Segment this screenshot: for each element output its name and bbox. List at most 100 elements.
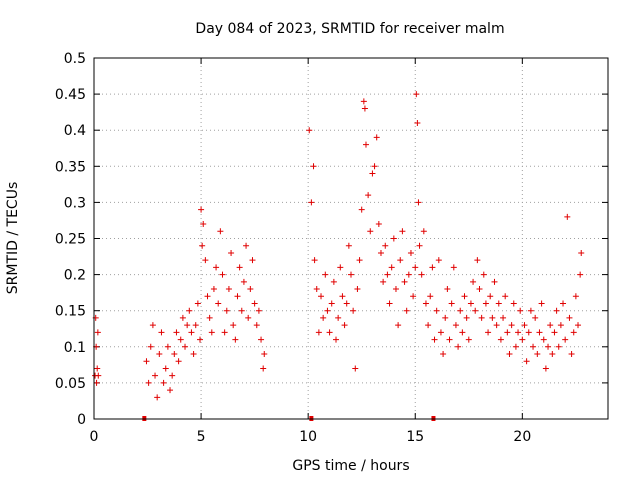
data-point xyxy=(564,213,571,220)
data-point xyxy=(152,372,159,379)
data-point xyxy=(455,343,462,350)
data-point xyxy=(333,336,340,343)
data-point xyxy=(234,293,241,300)
data-point xyxy=(251,300,258,307)
data-point xyxy=(143,358,150,365)
data-point xyxy=(253,322,260,329)
data-point xyxy=(310,163,317,170)
data-point xyxy=(362,141,369,148)
data-point xyxy=(93,379,100,386)
data-point xyxy=(390,235,397,242)
data-point xyxy=(448,300,455,307)
data-point xyxy=(493,322,500,329)
data-point xyxy=(343,300,350,307)
data-point xyxy=(306,127,313,134)
data-point xyxy=(190,351,197,358)
data-point xyxy=(175,358,182,365)
data-point xyxy=(545,343,552,350)
data-point xyxy=(506,351,513,358)
data-point xyxy=(247,286,254,293)
data-point xyxy=(412,264,419,271)
data-point xyxy=(238,307,245,314)
data-point xyxy=(240,278,247,285)
data-point xyxy=(324,307,331,314)
data-point xyxy=(169,372,176,379)
data-point xyxy=(478,314,485,321)
data-point xyxy=(223,307,230,314)
data-point xyxy=(551,329,558,336)
data-point xyxy=(158,329,165,336)
data-point xyxy=(162,365,169,372)
data-point xyxy=(562,336,569,343)
chart-title: Day 084 of 2023, SRMTID for receiver mal… xyxy=(195,21,504,37)
data-point xyxy=(407,249,414,256)
y-tick-label: 0.4 xyxy=(64,123,86,139)
data-point xyxy=(414,119,421,126)
data-point xyxy=(527,307,534,314)
data-point xyxy=(199,242,206,249)
x-tick-label: 20 xyxy=(513,429,531,445)
data-point xyxy=(491,278,498,285)
data-point xyxy=(94,329,101,336)
data-point xyxy=(485,329,492,336)
data-point xyxy=(147,343,154,350)
data-point xyxy=(350,307,357,314)
data-point xyxy=(386,300,393,307)
data-point xyxy=(365,192,372,199)
y-tick-label: 0.3 xyxy=(64,195,86,211)
data-point xyxy=(198,206,205,213)
data-point xyxy=(197,336,204,343)
y-tick-label: 0.45 xyxy=(55,87,86,103)
data-point xyxy=(440,351,447,358)
data-point xyxy=(337,264,344,271)
data-point xyxy=(377,249,384,256)
data-point xyxy=(470,278,477,285)
data-point xyxy=(487,293,494,300)
data-point xyxy=(557,322,564,329)
data-point xyxy=(502,293,509,300)
data-point xyxy=(182,343,189,350)
data-point xyxy=(154,394,161,401)
x-axis-label: GPS time / hours xyxy=(292,458,409,474)
data-point xyxy=(410,293,417,300)
data-point xyxy=(568,351,575,358)
data-points xyxy=(92,91,585,401)
data-point xyxy=(431,336,438,343)
data-point xyxy=(532,314,539,321)
data-point xyxy=(482,300,489,307)
x-tick-label: 10 xyxy=(299,429,317,445)
data-point xyxy=(444,286,451,293)
data-point xyxy=(467,300,474,307)
y-tick-label: 0.25 xyxy=(55,232,86,248)
data-point xyxy=(380,278,387,285)
data-point xyxy=(489,314,496,321)
data-point xyxy=(367,228,374,235)
data-point xyxy=(566,314,573,321)
data-point xyxy=(188,329,195,336)
data-point xyxy=(512,343,519,350)
data-point xyxy=(540,336,547,343)
x-tick-label: 0 xyxy=(90,429,99,445)
data-point xyxy=(459,329,466,336)
data-point xyxy=(371,163,378,170)
y-axis-label: SRMTID / TECUs xyxy=(5,182,21,295)
data-point xyxy=(549,351,556,358)
data-point xyxy=(232,336,239,343)
data-point xyxy=(221,329,228,336)
data-point xyxy=(179,314,186,321)
data-point xyxy=(519,336,526,343)
data-point xyxy=(384,271,391,278)
data-point xyxy=(361,105,368,112)
data-point xyxy=(177,336,184,343)
data-point xyxy=(463,314,470,321)
data-point xyxy=(523,358,530,365)
data-point xyxy=(572,293,579,300)
data-point xyxy=(204,293,211,300)
data-point xyxy=(472,307,479,314)
data-point xyxy=(429,264,436,271)
data-point xyxy=(495,300,502,307)
data-point xyxy=(186,307,193,314)
x-tick-label: 15 xyxy=(406,429,424,445)
data-point xyxy=(500,314,507,321)
data-point xyxy=(476,286,483,293)
